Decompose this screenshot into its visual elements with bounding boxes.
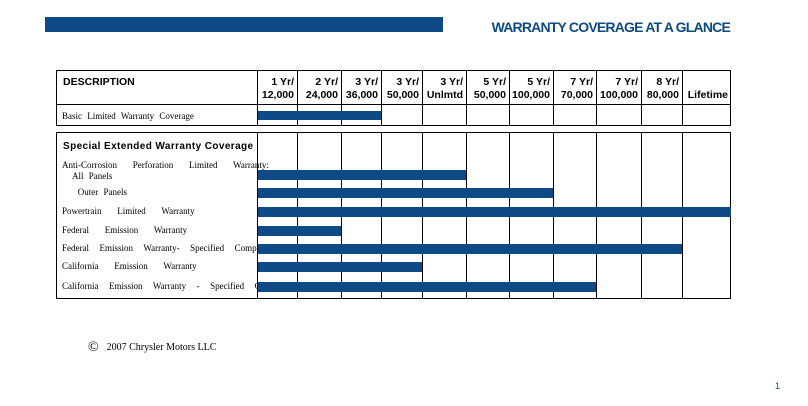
column-header-line2: 100,000	[600, 89, 638, 101]
column-header-line2: Lifetime	[687, 89, 728, 101]
column-header-line2: 80,000	[646, 89, 679, 101]
column-header-line1	[688, 76, 728, 89]
column-divider	[381, 70, 382, 126]
warranty-row-label: Powertrain Limited Warranty	[62, 206, 195, 216]
column-header-line2: 50,000	[473, 89, 506, 101]
column-header-line1: 3 Yr/	[440, 76, 463, 88]
coverage-bar	[258, 244, 682, 254]
copyright-text: 2007 Chrysler Motors LLC	[106, 342, 217, 353]
header-table	[56, 70, 731, 126]
coverage-bar	[258, 170, 466, 180]
column-header-line1: 8 Yr/	[656, 76, 679, 88]
column-header-line2: 100,000	[512, 89, 550, 101]
column-divider	[466, 70, 467, 126]
warranty-row-label: California Emission Warranty	[62, 261, 197, 271]
column-header-line1: 5 Yr/	[483, 76, 506, 88]
special-section-title: Special Extended Warranty Coverage	[63, 141, 254, 152]
column-header-line2: 70,000	[560, 89, 593, 101]
column-divider	[553, 70, 554, 126]
copyright: © 2007 Chrysler Motors LLC	[88, 340, 216, 356]
page-number: 1	[775, 381, 781, 391]
column-header-line2: 24,000	[305, 89, 338, 101]
copyright-symbol: ©	[88, 340, 99, 355]
column-divider	[641, 70, 642, 126]
warranty-row-label-line2: All Panels	[62, 171, 113, 181]
warranty-row-label: Anti-Corrosion Perforation Limited Warra…	[62, 160, 269, 182]
column-divider	[257, 132, 258, 299]
basic-row-label: Basic Limited Warranty Coverage	[62, 111, 194, 121]
column-header: 3 Yr/Unlmtd	[427, 76, 463, 102]
warranty-row-label: Outer Panels	[62, 187, 127, 197]
header-accent-bar	[45, 17, 443, 32]
column-header: 8 Yr/80,000	[647, 76, 679, 102]
column-header: 3 Yr/50,000	[387, 76, 419, 102]
column-header-line1: 7 Yr/	[570, 76, 593, 88]
warranty-row-label: Federal Emission Warranty- Specified Com…	[62, 243, 259, 253]
description-header: DESCRIPTION	[63, 76, 135, 88]
column-divider	[297, 70, 298, 126]
column-header-line2: Unlmtd	[426, 89, 463, 101]
column-header-line1: 2 Yr/	[315, 76, 338, 88]
column-divider	[257, 70, 258, 126]
column-header-line2: 50,000	[386, 89, 419, 101]
column-header: 5 Yr/50,000	[474, 76, 506, 102]
column-header-line1: 7 Yr/	[615, 76, 638, 88]
column-divider	[422, 70, 423, 126]
column-divider	[509, 70, 510, 126]
column-header: 7 Yr/100,000	[600, 76, 638, 102]
column-header: 2 Yr/24,000	[306, 76, 338, 102]
column-header-line1: 3 Yr/	[396, 76, 419, 88]
column-header: Lifetime	[688, 76, 728, 102]
warranty-row-label: California Emission Warranty - Specified…	[62, 281, 279, 291]
column-header: 5 Yr/100,000	[512, 76, 550, 102]
coverage-bar	[258, 262, 422, 272]
column-header-line2: 36,000	[345, 89, 378, 101]
coverage-bar	[258, 226, 341, 236]
column-divider	[596, 70, 597, 126]
column-header-line1: 5 Yr/	[527, 76, 550, 88]
column-divider	[341, 70, 342, 126]
page-title: WARRANTY COVERAGE AT A GLANCE	[491, 19, 731, 35]
column-header-line1: 1 Yr/	[271, 76, 294, 88]
coverage-bar	[258, 188, 553, 198]
column-divider	[682, 70, 683, 126]
column-header: 7 Yr/70,000	[561, 76, 593, 102]
coverage-bar	[258, 207, 731, 217]
column-header: 1 Yr/12,000	[262, 76, 294, 102]
basic-coverage-bar	[258, 111, 381, 120]
coverage-bar	[258, 282, 596, 292]
header-table-divider	[56, 104, 731, 105]
warranty-row-label: Federal Emission Warranty	[62, 225, 188, 235]
column-header-line1: 3 Yr/	[355, 76, 378, 88]
warranty-row-label-line1: Anti-Corrosion Perforation Limited Warra…	[62, 160, 269, 170]
column-header-line2: 12,000	[261, 89, 294, 101]
column-header: 3 Yr/36,000	[346, 76, 378, 102]
